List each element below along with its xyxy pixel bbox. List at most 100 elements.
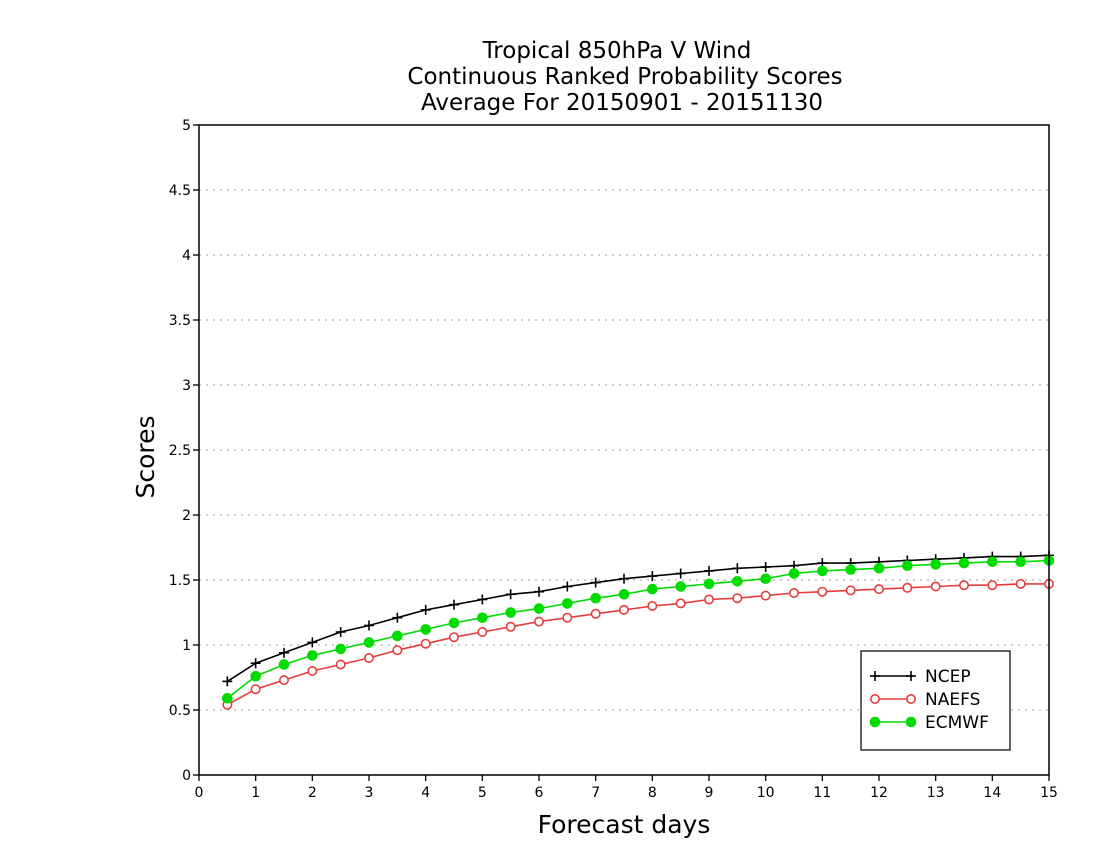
x-tick-label: 13: [927, 785, 945, 801]
x-tick-label: 3: [365, 785, 374, 801]
data-point-ncep: [420, 604, 431, 615]
data-point-ncep: [562, 581, 573, 592]
data-point-ecmwf: [335, 643, 346, 655]
x-tick-label: 1: [251, 785, 260, 801]
data-point-ecmwf: [363, 637, 375, 648]
data-point-ecmwf: [873, 563, 885, 574]
data-point-ecmwf: [278, 659, 290, 670]
data-point-naefs: [392, 645, 403, 656]
legend-label-ecmwf: ECMWF: [925, 713, 989, 733]
data-point-ncep: [250, 658, 261, 669]
data-point-ncep: [307, 637, 318, 648]
legend: NCEP NAEFS ECMWF: [860, 650, 1011, 751]
x-tick-label: 15: [1040, 785, 1058, 801]
data-point-naefs: [420, 638, 431, 649]
data-point-ecmwf: [647, 583, 658, 595]
data-point-naefs: [987, 580, 998, 591]
data-point-naefs: [448, 632, 459, 643]
data-point-naefs: [562, 612, 573, 623]
data-point-ecmwf: [930, 559, 941, 570]
y-tick-label: 1: [182, 638, 191, 654]
legend-box: [860, 650, 1011, 751]
axis-layer: 00.511.522.533.544.550 1 2 3 4 5 6 7 8 9 10 11 12 13 1…: [169, 118, 1058, 801]
data-point-ncep: [449, 599, 459, 610]
data-point-naefs: [278, 675, 289, 686]
data-point-ecmwf: [732, 576, 743, 587]
y-axis-title: Scores: [131, 415, 160, 498]
data-point-naefs: [1015, 578, 1026, 589]
x-tick-label: 7: [591, 785, 600, 801]
data-point-ecmwf: [788, 568, 800, 579]
y-tick-label: 2.5: [169, 443, 191, 459]
data-point-ncep: [704, 565, 714, 576]
x-tick-label: 8: [648, 785, 657, 801]
data-point-ecmwf: [902, 560, 913, 572]
data-point-ecmwf: [703, 578, 715, 590]
data-point-naefs: [363, 652, 374, 663]
data-point-ncep: [760, 562, 771, 572]
data-point-ncep: [732, 563, 743, 574]
data-point-ncep: [590, 577, 601, 588]
data-point-ecmwf: [618, 589, 630, 600]
data-point-naefs: [590, 608, 601, 619]
chart-title-line-1: Tropical 850hPa V Wind: [482, 38, 752, 64]
data-point-ecmwf: [477, 612, 488, 624]
data-point-ncep: [534, 586, 544, 597]
data-point-ecmwf: [562, 598, 573, 609]
grid-layer: [199, 189, 1049, 711]
x-tick-label: 4: [421, 785, 430, 801]
data-point-ecmwf: [307, 650, 318, 661]
x-tick-label: 5: [478, 785, 487, 801]
x-tick-label: 12: [870, 785, 888, 801]
data-point-ecmwf: [1015, 556, 1026, 568]
legend-items: NCEP NAEFS ECMWF: [869, 667, 989, 733]
chart-title-line-2: Continuous Ranked Probability Scores: [407, 64, 842, 90]
data-point-naefs: [930, 581, 941, 592]
legend-item-ecmwf: ECMWF: [869, 713, 989, 733]
legend-marker-ncep: [906, 671, 916, 681]
legend-marker-ncep: [870, 671, 880, 681]
data-point-ncep: [505, 589, 516, 600]
x-tick-label: 10: [757, 785, 775, 801]
data-point-ecmwf: [675, 581, 686, 592]
y-tick-label: 0: [182, 768, 191, 784]
legend-item-ncep: NCEP: [870, 667, 971, 687]
data-point-ncep: [279, 647, 289, 658]
x-tick-label: 14: [983, 785, 1001, 801]
chart-title: Tropical 850hPa V Wind Continuous Ranked…: [407, 38, 842, 116]
data-point-ecmwf: [845, 564, 856, 575]
y-tick-label: 5: [182, 118, 191, 134]
series-layer: [222, 550, 1055, 710]
data-point-ecmwf: [250, 670, 261, 682]
x-axis-title: Forecast days: [538, 810, 711, 839]
data-point-ncep: [619, 573, 629, 584]
data-point-ecmwf: [817, 565, 828, 577]
data-point-ecmwf: [505, 607, 516, 618]
series-ecmwf: [222, 555, 1055, 704]
series-naefs: [222, 578, 1055, 710]
legend-marker-naefs: [869, 693, 880, 704]
data-point-naefs: [873, 584, 884, 595]
data-point-naefs: [675, 598, 686, 609]
y-tick-label: 0.5: [169, 703, 191, 719]
x-tick-label: 9: [705, 785, 714, 801]
y-tick-label: 4.5: [169, 183, 191, 199]
data-point-naefs: [335, 659, 346, 670]
data-point-ecmwf: [760, 573, 771, 585]
y-tick-label: 3.5: [169, 313, 191, 329]
data-point-ecmwf: [533, 603, 545, 614]
x-tick-label: 0: [195, 785, 204, 801]
data-point-naefs: [618, 604, 629, 615]
data-point-naefs: [902, 582, 913, 593]
series-ncep: [222, 550, 1054, 687]
data-point-ecmwf: [590, 592, 601, 604]
data-point-ncep: [477, 594, 488, 605]
data-point-naefs: [817, 586, 828, 597]
data-point-ecmwf: [448, 617, 460, 629]
y-tick-label: 4: [182, 248, 191, 264]
data-point-naefs: [307, 665, 318, 676]
legend-marker-naefs: [905, 693, 916, 704]
legend-item-naefs: NAEFS: [869, 690, 980, 710]
data-point-ecmwf: [392, 630, 403, 642]
data-point-ncep: [675, 568, 686, 579]
